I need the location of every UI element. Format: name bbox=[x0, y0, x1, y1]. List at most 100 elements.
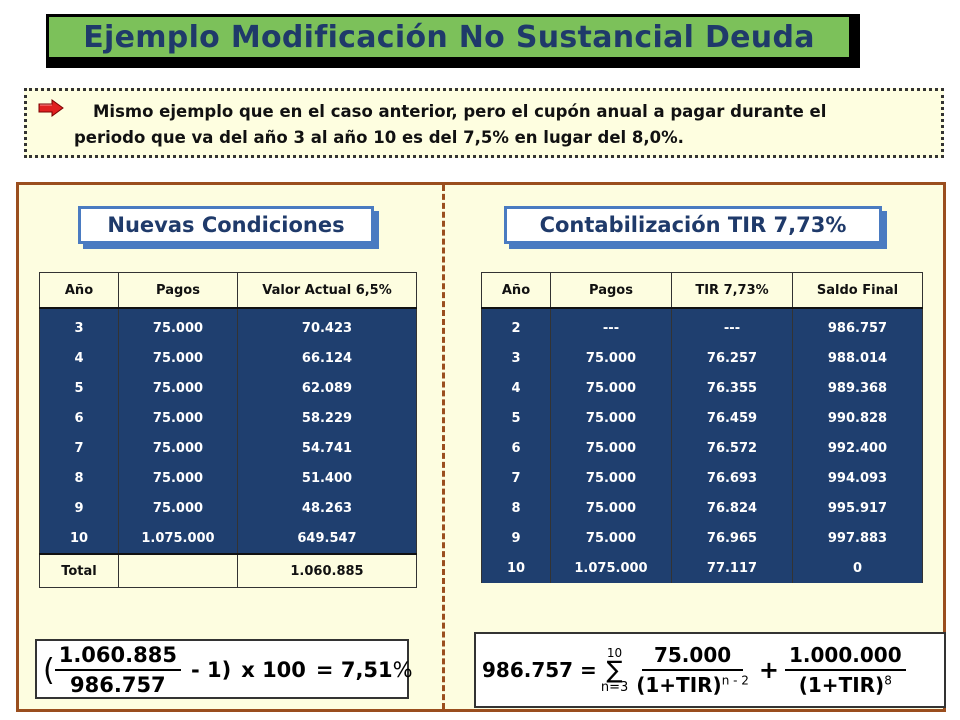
left-table-row: 6 75.000 58.229 bbox=[39, 403, 417, 433]
left-cell: 54.741 bbox=[237, 433, 417, 463]
right-cell: 989.368 bbox=[792, 373, 923, 403]
left-total-row: Total 1.060.885 bbox=[39, 553, 417, 588]
left-table-row: 3 75.000 70.423 bbox=[39, 308, 417, 343]
left-table-row: 10 1.075.000 649.547 bbox=[39, 523, 417, 554]
left-cell: 75.000 bbox=[118, 433, 238, 463]
left-cell: 75.000 bbox=[118, 493, 238, 523]
left-table: Año Pagos Valor Actual 6,5% 3 75.000 70.42… bbox=[39, 272, 417, 588]
right-cell: 75.000 bbox=[550, 343, 672, 373]
principal-exponent: 8 bbox=[884, 673, 892, 688]
right-cell: 0 bbox=[792, 553, 923, 583]
main-panel: Nuevas Condiciones Año Pagos Valor Actua… bbox=[16, 182, 946, 712]
left-table-row: 7 75.000 54.741 bbox=[39, 433, 417, 463]
right-table-row: 3 75.000 76.257 988.014 bbox=[481, 343, 923, 373]
right-cell: 10 bbox=[481, 553, 551, 583]
left-cell: 62.089 bbox=[237, 373, 417, 403]
left-cell: 75.000 bbox=[118, 343, 238, 373]
left-col-present-value: Valor Actual 6,5% bbox=[237, 272, 417, 309]
right-table-row: 7 75.000 76.693 994.093 bbox=[481, 463, 923, 493]
left-col-year: Año bbox=[39, 272, 119, 309]
note-text: Mismo ejemplo que en el caso anterior, p… bbox=[74, 99, 931, 151]
formula-minus-one: - 1) bbox=[190, 658, 232, 682]
right-col-balance: Saldo Final bbox=[792, 272, 923, 309]
left-table-row: 9 75.000 48.263 bbox=[39, 493, 417, 523]
right-cell: 75.000 bbox=[550, 463, 672, 493]
title-box: Ejemplo Modificación No Sustancial Deuda bbox=[46, 14, 852, 60]
formula-fraction-coupon: 75.000 (1+TIR)n - 2 bbox=[632, 643, 753, 697]
right-cell: 7 bbox=[481, 463, 551, 493]
right-col-tir: TIR 7,73% bbox=[671, 272, 793, 309]
right-table-row: 8 75.000 76.824 995.917 bbox=[481, 493, 923, 523]
left-formula: ( 1.060.885 986.757 - 1) x 100 = 7,51% bbox=[43, 643, 413, 697]
right-cell: 990.828 bbox=[792, 403, 923, 433]
formula-numerator: 1.060.885 bbox=[54, 643, 181, 671]
left-cell: 75.000 bbox=[118, 308, 238, 343]
left-cell: 70.423 bbox=[237, 308, 417, 343]
right-table-header-row: Año Pagos TIR 7,73% Saldo Final bbox=[481, 272, 923, 309]
formula-plus: + bbox=[758, 656, 779, 684]
right-cell: 76.572 bbox=[671, 433, 793, 463]
right-table-row: 4 75.000 76.355 989.368 bbox=[481, 373, 923, 403]
right-cell: 76.824 bbox=[671, 493, 793, 523]
left-cell: 8 bbox=[39, 463, 119, 493]
left-header: Nuevas Condiciones bbox=[78, 206, 379, 249]
left-table-row: 8 75.000 51.400 bbox=[39, 463, 417, 493]
page-title: Ejemplo Modificación No Sustancial Deuda bbox=[83, 19, 815, 55]
left-table-row: 5 75.000 62.089 bbox=[39, 373, 417, 403]
left-formula-box: ( 1.060.885 986.757 - 1) x 100 = 7,51% bbox=[35, 639, 413, 699]
left-cell: 649.547 bbox=[237, 523, 417, 554]
arrow-right-icon bbox=[38, 99, 64, 117]
sum-upper-limit: 10 bbox=[606, 645, 623, 660]
right-cell: 988.014 bbox=[792, 343, 923, 373]
intro-note: Mismo ejemplo que en el caso anterior, p… bbox=[24, 88, 944, 158]
right-cell: 75.000 bbox=[550, 523, 672, 553]
left-cell: 3 bbox=[39, 308, 119, 343]
formula-fraction-principal: 1.000.000 (1+TIR)8 bbox=[785, 643, 906, 697]
right-header-label: Contabilización TIR 7,73% bbox=[539, 213, 847, 237]
right-formula-box: 986.757 = 10 ∑ n=3 75.000 (1+TIR)n - 2 +… bbox=[474, 632, 946, 708]
right-cell: 5 bbox=[481, 403, 551, 433]
right-cell: 75.000 bbox=[550, 493, 672, 523]
left-table-header-row: Año Pagos Valor Actual 6,5% bbox=[39, 272, 417, 309]
right-col-payments: Pagos bbox=[550, 272, 672, 309]
left-cell: 5 bbox=[39, 373, 119, 403]
total-value: 1.060.885 bbox=[237, 553, 417, 588]
right-cell: 77.117 bbox=[671, 553, 793, 583]
total-label: Total bbox=[39, 553, 119, 588]
right-cell: 76.257 bbox=[671, 343, 793, 373]
note-line-2: periodo que va del año 3 al año 10 es de… bbox=[74, 128, 684, 147]
left-table-row: 4 75.000 66.124 bbox=[39, 343, 417, 373]
left-cell: 6 bbox=[39, 403, 119, 433]
left-header-label: Nuevas Condiciones bbox=[107, 213, 345, 237]
principal-denominator: (1+TIR)8 bbox=[795, 671, 896, 697]
right-cell: 2 bbox=[481, 308, 551, 343]
formula-result: = 7,51 bbox=[315, 658, 393, 682]
right-formula: 986.757 = 10 ∑ n=3 75.000 (1+TIR)n - 2 +… bbox=[482, 634, 906, 706]
right-cell: --- bbox=[550, 308, 672, 343]
formula-denominator: 986.757 bbox=[70, 673, 166, 697]
right-cell: 76.693 bbox=[671, 463, 793, 493]
right-cell: 986.757 bbox=[792, 308, 923, 343]
formula-lhs: 986.757 = bbox=[482, 658, 597, 682]
coupon-numerator: 75.000 bbox=[641, 643, 744, 671]
right-cell: 4 bbox=[481, 373, 551, 403]
left-cell: 51.400 bbox=[237, 463, 417, 493]
right-col-year: Año bbox=[481, 272, 551, 309]
left-cell: 4 bbox=[39, 343, 119, 373]
title-banner: Ejemplo Modificación No Sustancial Deuda bbox=[46, 14, 860, 68]
left-cell: 7 bbox=[39, 433, 119, 463]
right-cell: --- bbox=[671, 308, 793, 343]
right-cell: 76.965 bbox=[671, 523, 793, 553]
sigma-icon: ∑ bbox=[606, 655, 623, 684]
right-cell: 75.000 bbox=[550, 433, 672, 463]
right-cell: 75.000 bbox=[550, 373, 672, 403]
left-cell: 75.000 bbox=[118, 463, 238, 493]
formula-open-paren: ( bbox=[43, 652, 55, 688]
right-cell: 3 bbox=[481, 343, 551, 373]
left-cell: 10 bbox=[39, 523, 119, 554]
right-header: Contabilización TIR 7,73% bbox=[504, 206, 887, 249]
right-table: Año Pagos TIR 7,73% Saldo Final 2 --- --- 9… bbox=[481, 272, 923, 583]
coupon-denominator: (1+TIR)n - 2 bbox=[632, 671, 753, 697]
note-line-1: Mismo ejemplo que en el caso anterior, p… bbox=[93, 102, 827, 121]
principal-numerator: 1.000.000 bbox=[785, 643, 906, 671]
